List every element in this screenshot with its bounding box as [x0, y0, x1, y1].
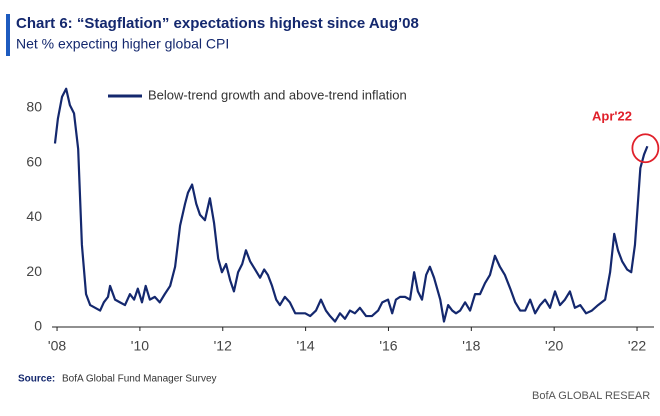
- x-tick-label: '08: [48, 338, 66, 354]
- y-tick-label: 0: [34, 318, 42, 334]
- annotation-circle: [631, 133, 660, 164]
- x-tick-label: '18: [462, 338, 480, 354]
- y-tick-label: 40: [26, 208, 42, 224]
- x-tick-label: '16: [379, 338, 397, 354]
- data-line: [53, 87, 649, 323]
- x-tick-label: '12: [214, 338, 232, 354]
- x-tick-label: '14: [296, 338, 314, 354]
- y-tick-label: 80: [26, 99, 42, 115]
- y-tick-label: 60: [26, 153, 42, 169]
- footer: BofA GLOBAL RESEAR: [532, 390, 650, 402]
- y-tick-label: 20: [26, 263, 42, 279]
- source: BofA Global Fund Manager Survey: [62, 374, 217, 385]
- x-tick-label: '20: [545, 338, 563, 354]
- legend-label: Below-trend growth and above-trend infla…: [148, 87, 407, 102]
- chart-title: Chart 6: “Stagflation” expectations high…: [16, 15, 419, 32]
- x-tick-label: '22: [628, 338, 646, 354]
- annotation: Apr'22: [592, 108, 632, 123]
- title-bar: [6, 14, 10, 56]
- x-tick-label: '10: [131, 338, 149, 354]
- chart-subtitle: Net % expecting higher global CPI: [16, 36, 229, 52]
- source-label: Source:: [18, 374, 55, 385]
